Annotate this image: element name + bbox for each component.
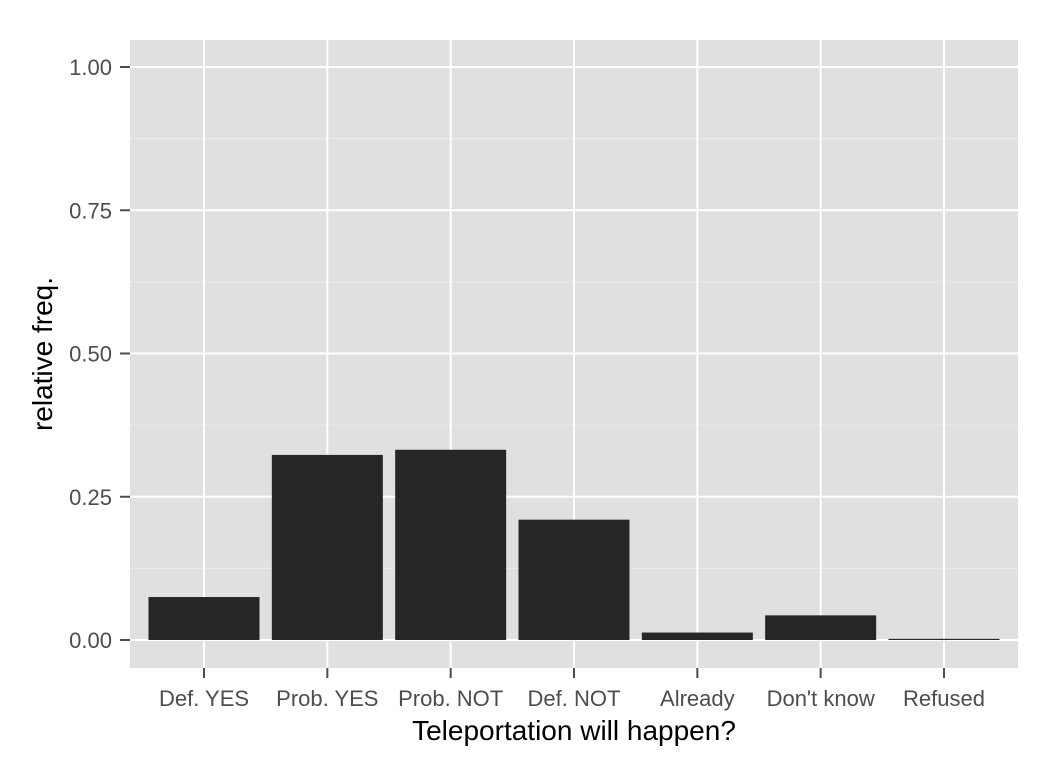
bars	[148, 449, 1000, 640]
bar	[395, 449, 507, 640]
x-tick-label: Refused	[903, 686, 985, 711]
bar	[765, 615, 877, 640]
y-tick-label: 0.50	[69, 342, 112, 367]
x-tick-label: Prob. YES	[276, 686, 378, 711]
x-tick-label: Def. NOT	[528, 686, 621, 711]
bar	[641, 632, 753, 640]
bar	[148, 597, 260, 640]
x-tick-label: Def. YES	[159, 686, 249, 711]
bar	[271, 454, 383, 640]
x-tick-label: Don't know	[767, 686, 875, 711]
y-axis: 0.00 0.25 0.50 0.75 1.00	[69, 55, 130, 653]
y-tick-label: 0.25	[69, 485, 112, 510]
x-axis: Def. YES Prob. YES Prob. NOT Def. NOT Alread…	[159, 668, 985, 711]
y-tick-label: 0.75	[69, 198, 112, 223]
y-axis-title: relative freq.	[27, 277, 58, 431]
bar	[888, 638, 1000, 640]
x-axis-title: Teleportation will happen?	[412, 715, 736, 746]
y-tick-label: 0.00	[69, 628, 112, 653]
x-tick-label: Already	[660, 686, 735, 711]
y-tick-label: 1.00	[69, 55, 112, 80]
bar	[518, 519, 630, 640]
x-tick-label: Prob. NOT	[398, 686, 503, 711]
